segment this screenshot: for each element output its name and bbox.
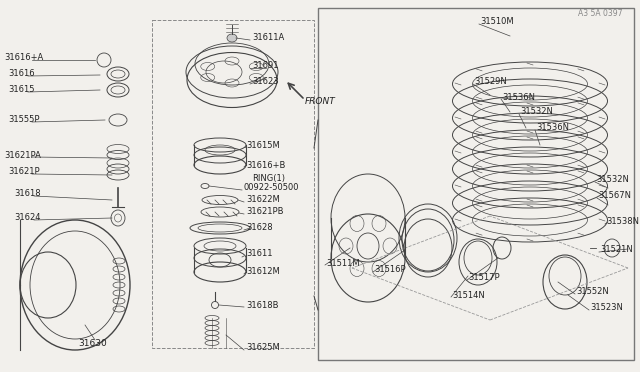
Text: 31612M: 31612M: [246, 267, 280, 276]
Text: 31517P: 31517P: [468, 273, 500, 282]
Text: 31621P: 31621P: [8, 167, 40, 176]
Text: RING(1): RING(1): [252, 173, 285, 183]
Text: 31510M: 31510M: [480, 17, 514, 26]
Text: 31615: 31615: [8, 86, 35, 94]
Text: 31516P: 31516P: [374, 266, 406, 275]
Text: 31616+B: 31616+B: [246, 160, 285, 170]
Text: 00922-50500: 00922-50500: [244, 183, 300, 192]
Text: 31630: 31630: [78, 339, 107, 347]
Text: 31625M: 31625M: [246, 343, 280, 353]
Text: 31616+A: 31616+A: [4, 54, 44, 62]
Text: 31536N: 31536N: [536, 124, 569, 132]
Text: FRONT: FRONT: [305, 97, 336, 106]
Text: 31616: 31616: [8, 70, 35, 78]
Text: 31615M: 31615M: [246, 141, 280, 150]
Text: 31511M: 31511M: [326, 259, 360, 267]
Text: 31622M: 31622M: [246, 196, 280, 205]
Text: 31521N: 31521N: [600, 246, 633, 254]
Bar: [318, 8, 634, 360]
Text: 31621PA: 31621PA: [4, 151, 41, 160]
Text: 31691: 31691: [252, 61, 278, 71]
Text: 31623: 31623: [252, 77, 278, 87]
Text: 31621PB: 31621PB: [246, 208, 284, 217]
Text: 31532N: 31532N: [596, 176, 629, 185]
Text: 31529N: 31529N: [474, 77, 507, 87]
Text: 31567N: 31567N: [598, 192, 631, 201]
Text: 31555P: 31555P: [8, 115, 40, 125]
Text: A3 5A 0397: A3 5A 0397: [577, 10, 622, 19]
Text: 31552N: 31552N: [576, 288, 609, 296]
Text: 31538N: 31538N: [606, 218, 639, 227]
Text: 31514N: 31514N: [452, 291, 484, 299]
Text: 31628: 31628: [246, 224, 273, 232]
Text: 31618B: 31618B: [246, 301, 278, 310]
Bar: [152, 20, 314, 348]
Ellipse shape: [227, 34, 237, 42]
Text: 31611A: 31611A: [252, 33, 284, 42]
Text: 31532N: 31532N: [520, 108, 553, 116]
Text: 31611: 31611: [246, 250, 273, 259]
Text: 31523N: 31523N: [590, 304, 623, 312]
Text: 31536N: 31536N: [502, 93, 535, 102]
Text: 31624: 31624: [14, 214, 40, 222]
Text: 31618: 31618: [14, 189, 40, 199]
